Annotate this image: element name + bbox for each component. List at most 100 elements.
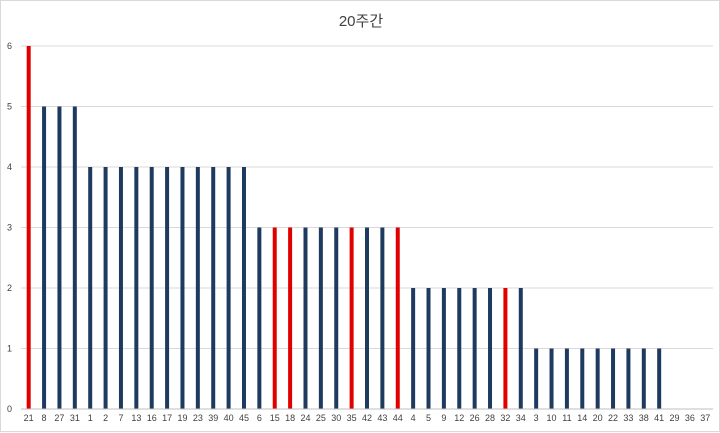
x-tick-label: 28 bbox=[485, 413, 495, 423]
bar-21 bbox=[26, 46, 31, 409]
bar-15 bbox=[272, 227, 277, 409]
y-tick-label: 3 bbox=[7, 223, 12, 233]
bar-9 bbox=[441, 288, 446, 409]
bar-12 bbox=[457, 288, 462, 409]
bar-44 bbox=[395, 227, 400, 409]
bar-33 bbox=[626, 348, 631, 409]
bar-30 bbox=[334, 227, 339, 409]
x-tick-label: 29 bbox=[670, 413, 680, 423]
x-tick-label: 31 bbox=[70, 413, 80, 423]
bars bbox=[26, 46, 662, 409]
x-tick-label: 39 bbox=[208, 413, 218, 423]
bar-26 bbox=[472, 288, 477, 409]
x-tick-label: 5 bbox=[426, 413, 431, 423]
x-tick-label: 8 bbox=[42, 413, 47, 423]
bar-42 bbox=[365, 227, 369, 409]
bar-1 bbox=[88, 167, 93, 409]
bar-22 bbox=[611, 348, 616, 409]
bar-38 bbox=[641, 348, 646, 409]
x-tick-label: 37 bbox=[700, 413, 710, 423]
x-tick-label: 44 bbox=[393, 413, 403, 423]
x-tick-label: 42 bbox=[362, 413, 372, 423]
y-tick-label: 1 bbox=[7, 344, 12, 354]
bar-2 bbox=[103, 167, 108, 409]
x-tick-label: 43 bbox=[377, 413, 387, 423]
x-tick-label: 6 bbox=[257, 413, 262, 423]
bar-45 bbox=[241, 167, 246, 409]
bar-4 bbox=[411, 288, 416, 409]
x-tick-label: 36 bbox=[685, 413, 695, 423]
bar-16 bbox=[149, 167, 154, 409]
bar-10 bbox=[549, 348, 554, 409]
bar-39 bbox=[211, 167, 216, 409]
x-tick-label: 21 bbox=[24, 413, 34, 423]
bar-24 bbox=[303, 227, 308, 409]
bar-14 bbox=[580, 348, 585, 409]
x-tick-label: 40 bbox=[224, 413, 234, 423]
bar-6 bbox=[257, 227, 262, 409]
bar-27 bbox=[57, 106, 62, 409]
x-tick-label: 10 bbox=[547, 413, 557, 423]
x-axis-tick-labels: 21 8 27 31 1 2 7 13 16 17 19 23 39 40 45 6 15 18 24 25 30 35 4… bbox=[24, 413, 711, 423]
bar-17 bbox=[165, 167, 170, 409]
bar-35 bbox=[349, 227, 354, 409]
bar-31 bbox=[72, 106, 77, 409]
bar-3 bbox=[534, 348, 539, 409]
bar-18 bbox=[288, 227, 293, 409]
bar-8 bbox=[42, 106, 47, 409]
x-tick-label: 23 bbox=[193, 413, 203, 423]
y-tick-label: 4 bbox=[7, 162, 12, 172]
x-tick-label: 15 bbox=[270, 413, 280, 423]
x-tick-label: 24 bbox=[300, 413, 310, 423]
bar-11 bbox=[564, 348, 569, 409]
x-tick-label: 12 bbox=[454, 413, 464, 423]
bar-43 bbox=[380, 227, 385, 409]
bar-41 bbox=[657, 348, 662, 409]
x-tick-label: 13 bbox=[131, 413, 141, 423]
x-tick-label: 11 bbox=[562, 413, 571, 423]
y-tick-label: 5 bbox=[7, 102, 12, 112]
x-tick-label: 41 bbox=[654, 413, 664, 423]
bar-40 bbox=[226, 167, 231, 409]
bar-23 bbox=[195, 167, 200, 409]
x-tick-label: 4 bbox=[411, 413, 416, 423]
bar-19 bbox=[180, 167, 185, 409]
bar-5 bbox=[426, 288, 431, 409]
bar-20 bbox=[595, 348, 600, 409]
x-tick-label: 7 bbox=[118, 413, 123, 423]
bar-34 bbox=[518, 288, 523, 409]
x-tick-label: 38 bbox=[639, 413, 649, 423]
x-tick-label: 1 bbox=[88, 413, 93, 423]
x-tick-label: 25 bbox=[316, 413, 326, 423]
bar-28 bbox=[488, 288, 493, 409]
x-tick-label: 3 bbox=[534, 413, 539, 423]
x-tick-label: 30 bbox=[331, 413, 341, 423]
x-tick-label: 32 bbox=[500, 413, 510, 423]
x-tick-label: 22 bbox=[608, 413, 618, 423]
x-tick-label: 20 bbox=[593, 413, 603, 423]
x-tick-label: 16 bbox=[147, 413, 157, 423]
x-tick-label: 18 bbox=[285, 413, 295, 423]
x-tick-label: 17 bbox=[162, 413, 172, 423]
chart-title: 20주간 bbox=[339, 13, 383, 30]
x-tick-label: 26 bbox=[470, 413, 480, 423]
x-tick-label: 2 bbox=[103, 413, 108, 423]
x-tick-label: 34 bbox=[516, 413, 526, 423]
bar-32 bbox=[503, 288, 508, 409]
y-tick-label: 2 bbox=[7, 283, 12, 293]
x-tick-label: 35 bbox=[347, 413, 357, 423]
x-tick-label: 9 bbox=[441, 413, 446, 423]
y-axis-tick-labels: 0 1 2 3 4 5 6 bbox=[7, 41, 12, 414]
x-tick-label: 27 bbox=[54, 413, 64, 423]
bar-25 bbox=[318, 227, 323, 409]
y-tick-label: 6 bbox=[7, 41, 12, 51]
x-tick-label: 45 bbox=[239, 413, 249, 423]
bar-13 bbox=[134, 167, 139, 409]
x-tick-label: 33 bbox=[623, 413, 633, 423]
bar-7 bbox=[118, 167, 123, 409]
y-tick-label: 0 bbox=[7, 404, 12, 414]
x-tick-label: 19 bbox=[177, 413, 187, 423]
x-tick-label: 14 bbox=[577, 413, 587, 423]
